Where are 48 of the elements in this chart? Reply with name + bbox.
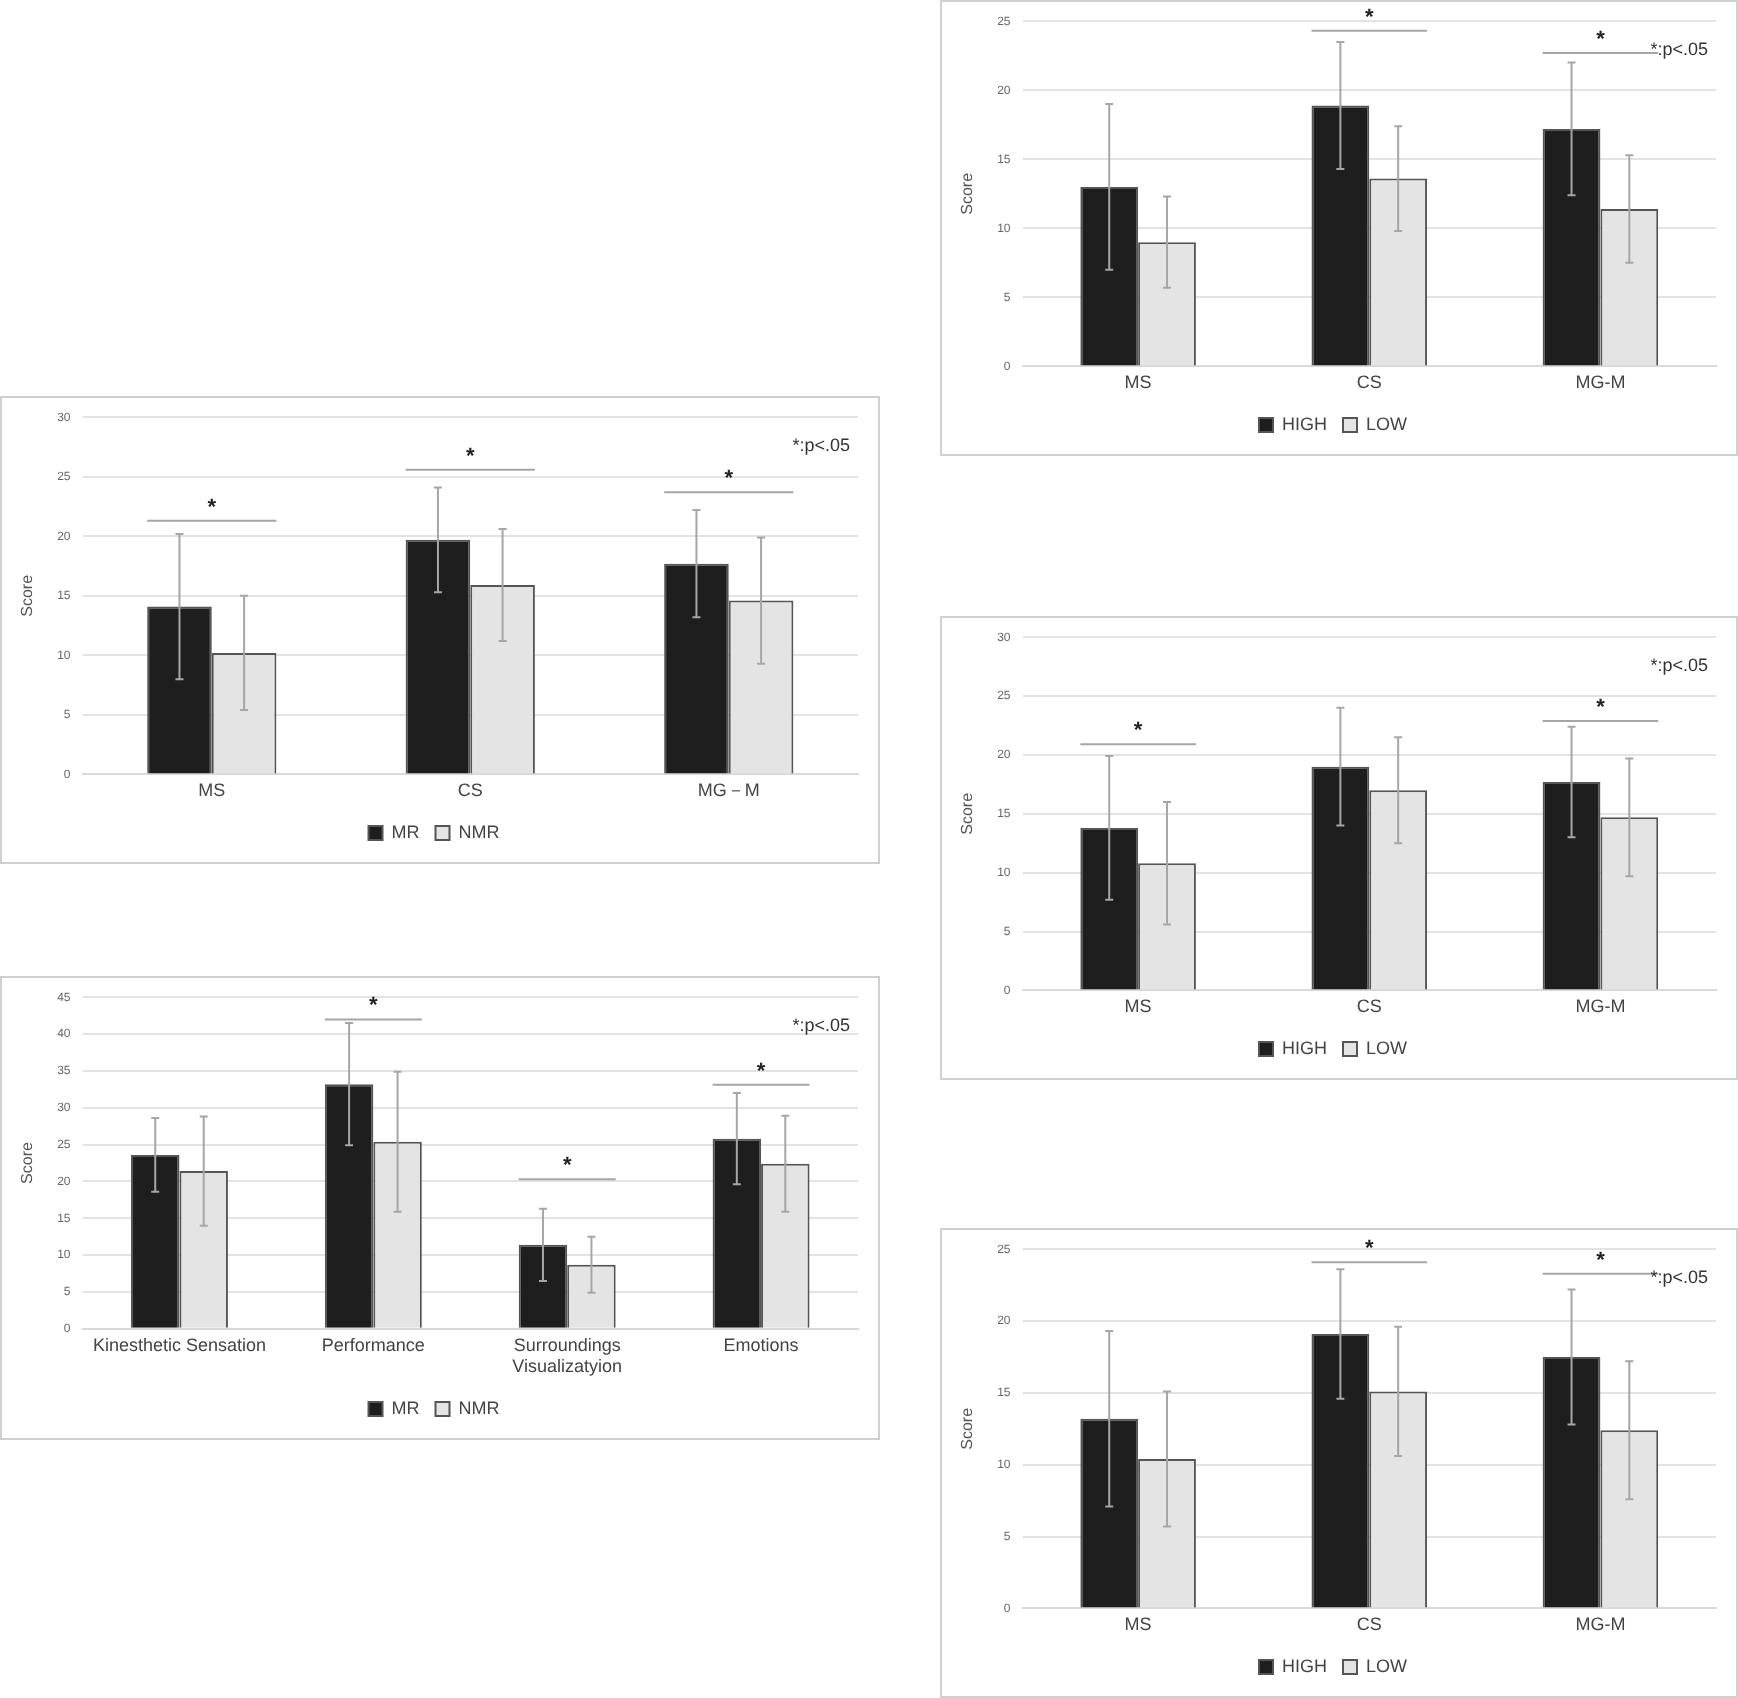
x-tick-label: Kinesthetic Sensation	[92, 1334, 267, 1355]
annotation: *:p<.05	[1650, 1267, 1708, 1288]
x-tick-label: MS	[198, 780, 226, 801]
annotation: *	[1364, 5, 1375, 30]
legend-label: MR	[391, 821, 421, 842]
x-tick-label: CS	[457, 780, 483, 801]
x-tick-label: MS	[1124, 372, 1152, 393]
legend-label: HIGH	[1282, 1655, 1327, 1676]
x-tick-label: MG-M	[1575, 1614, 1626, 1635]
legend-label: NMR	[458, 1397, 501, 1418]
x-tick-label: CS	[1356, 996, 1382, 1017]
annotation: *	[562, 1154, 573, 1179]
x-tick-label: CS	[1356, 372, 1382, 393]
annotation: *	[1364, 1237, 1375, 1262]
legend-label: HIGH	[1282, 413, 1327, 434]
annotation: *	[1596, 1248, 1607, 1273]
annotation: *:p<.05	[792, 1015, 850, 1036]
legend-label: LOW	[1366, 1037, 1409, 1058]
x-tick-label: MG-M	[1575, 996, 1626, 1017]
annotation: *	[1596, 28, 1607, 53]
annotation: *	[207, 495, 218, 520]
annotation: *	[465, 444, 476, 469]
x-tick-label: Surroundings Visualizatyion	[512, 1334, 623, 1377]
x-tick-label: Performance	[321, 1334, 425, 1355]
y-axis-title: Score	[18, 573, 37, 617]
annotation: *	[756, 1059, 767, 1084]
x-tick-label: MG－M	[697, 780, 760, 801]
legend-label: NMR	[458, 821, 501, 842]
annotation: *:p<.05	[1650, 39, 1708, 60]
legend-label: MR	[391, 1397, 421, 1418]
x-tick-label: Emotions	[723, 1334, 800, 1355]
x-tick-label: CS	[1356, 1614, 1382, 1635]
y-axis-title: Score	[18, 1141, 37, 1184]
legend-label: LOW	[1366, 413, 1409, 434]
y-axis-title: Score	[958, 171, 977, 215]
annotation: *:p<.05	[792, 435, 850, 456]
x-tick-label: MG-M	[1575, 372, 1626, 393]
y-axis-title: Score	[958, 1406, 977, 1450]
y-axis-title: Score	[958, 791, 977, 835]
legend-label: LOW	[1366, 1655, 1409, 1676]
x-tick-label: MS	[1124, 1614, 1152, 1635]
annotation: *	[369, 994, 380, 1019]
annotation: *	[1596, 695, 1607, 720]
annotation: *	[724, 467, 735, 492]
x-tick-label: MS	[1124, 996, 1152, 1017]
annotation: *	[1133, 719, 1144, 744]
legend-label: HIGH	[1282, 1037, 1327, 1058]
annotation: *:p<.05	[1650, 655, 1708, 676]
